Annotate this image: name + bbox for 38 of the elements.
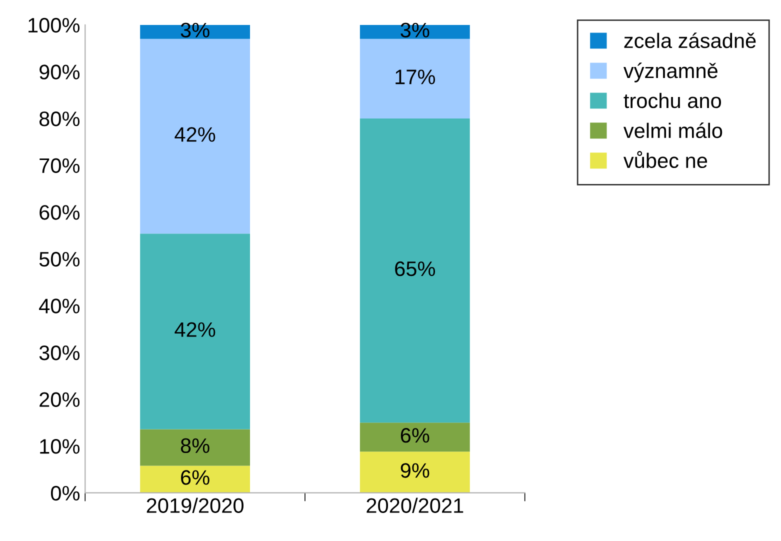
data-label: 3% [180,22,210,38]
data-label: 17% [396,70,436,84]
legend-label: trochu ano [624,92,722,108]
bar [360,38,470,118]
y-tick-label: 0% [50,486,80,501]
legend-label: vůbec ne [624,151,708,168]
bar [360,422,470,452]
data-label: 3% [400,22,430,38]
bar [360,118,470,423]
bar [360,24,470,39]
bar [140,38,250,234]
data-label: 8% [180,438,210,454]
y-tick-label: 10% [40,439,80,454]
legend-label: významně [624,62,718,82]
y-tick-label: 90% [40,64,80,80]
legend-label: zcela zásadně [624,32,756,48]
y-tick-label: 20% [40,392,80,408]
y-tick-label: 100% [28,18,80,33]
y-tick-label: 30% [39,345,80,360]
data-label: 65% [395,261,436,276]
legend-label: velmi málo [624,122,722,138]
y-tick-label: 50% [39,252,80,267]
bar [360,452,470,493]
y-tick-label: 70% [40,158,80,174]
data-label: 6% [400,428,430,443]
data-label: 42% [174,322,216,337]
x-tick-label: 2019/2020 [146,498,244,514]
y-tick-label: 60% [40,205,80,220]
bar [140,466,250,493]
data-label: 42% [174,127,216,142]
data-label: 9% [400,463,430,478]
y-tick-label: 80% [39,111,80,126]
data-label: 6% [181,470,210,485]
bar [140,234,250,430]
bar [140,24,250,39]
x-tick-label: 2020/2021 [366,498,464,514]
y-tick-label: 40% [39,298,80,314]
bar [140,429,250,466]
